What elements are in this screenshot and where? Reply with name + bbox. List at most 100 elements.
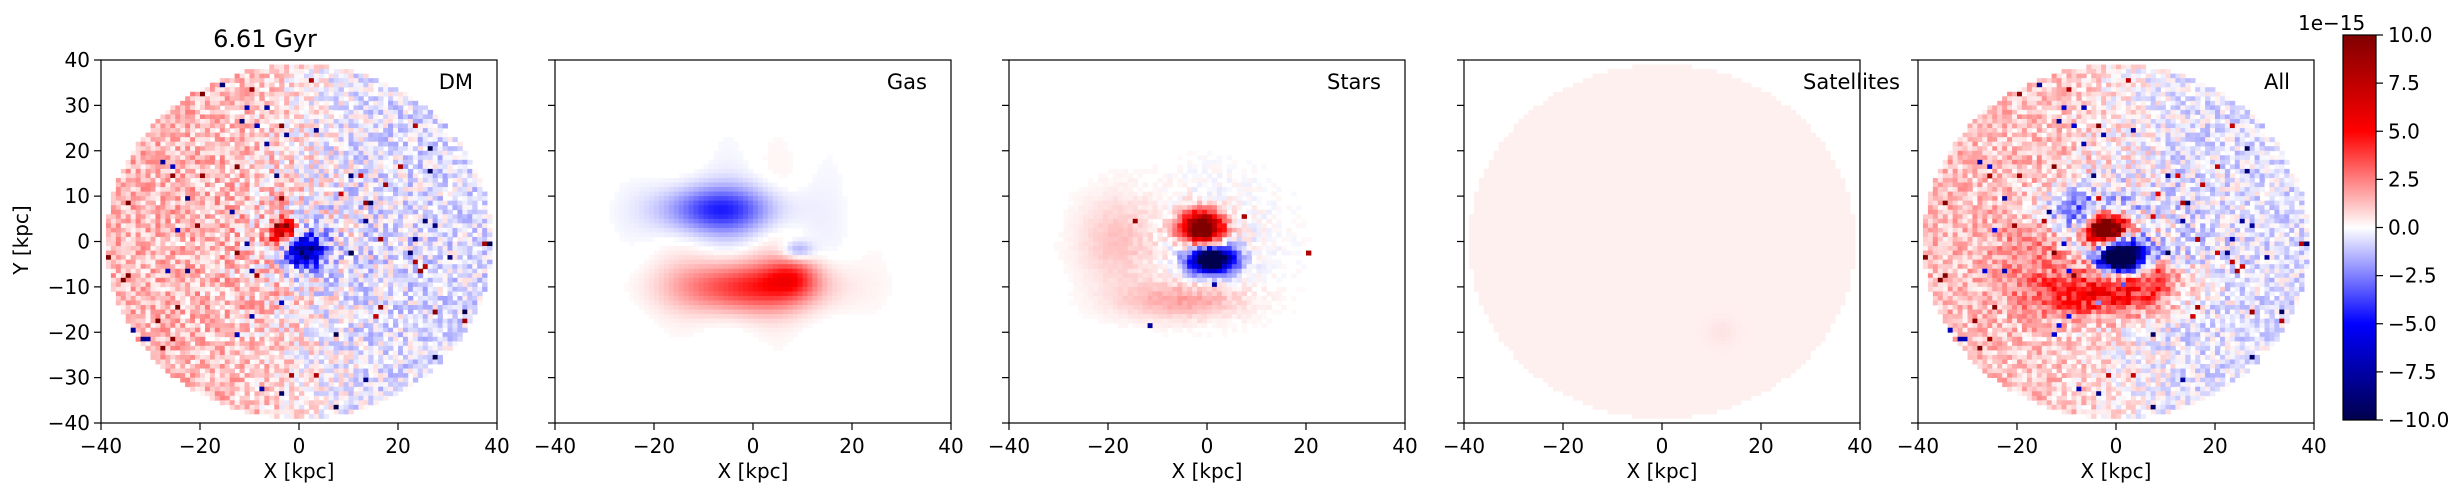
heatmap-cell <box>353 345 359 351</box>
heatmap-cell <box>422 318 429 324</box>
heatmap-cell <box>378 146 384 152</box>
heatmap-cell <box>269 255 275 261</box>
heatmap-cell <box>383 241 389 247</box>
heatmap-cell <box>378 277 384 283</box>
heatmap-cell <box>289 377 295 383</box>
heatmap-cell <box>688 246 694 251</box>
heatmap-cell <box>393 364 399 369</box>
heatmap-cell <box>200 318 206 324</box>
heatmap-cell <box>427 295 434 301</box>
heatmap-cell <box>383 118 389 124</box>
heatmap-cell <box>289 87 295 93</box>
heatmap-cell <box>427 250 434 256</box>
heatmap-cell <box>378 137 384 143</box>
heatmap-cell <box>477 196 483 202</box>
heatmap-cell <box>452 291 458 297</box>
heatmap-cell <box>457 177 463 183</box>
heatmap-cell <box>338 409 344 415</box>
heatmap-cell <box>313 318 320 324</box>
heatmap-cell <box>239 309 245 315</box>
heatmap-cell <box>155 205 161 211</box>
heatmap-cell <box>249 236 255 242</box>
heatmap-cell <box>383 327 389 333</box>
heatmap-cell <box>313 250 320 256</box>
heatmap-cell <box>249 354 255 360</box>
heatmap-cell <box>284 323 290 329</box>
heatmap-cell <box>328 382 335 388</box>
heatmap-cell <box>654 282 660 288</box>
heatmap-cell <box>214 282 221 288</box>
heatmap-cell <box>180 164 186 170</box>
heatmap-cell <box>224 105 231 111</box>
heatmap-cell <box>388 123 394 129</box>
heatmap-cell <box>447 209 453 215</box>
heatmap-cell <box>333 200 339 206</box>
heatmap-cell <box>130 318 137 324</box>
heatmap-cell <box>303 377 310 383</box>
heatmap-cell <box>698 273 704 279</box>
heatmap-cell <box>373 146 379 152</box>
heatmap-cell <box>417 345 424 351</box>
heatmap-cell <box>353 177 359 183</box>
heatmap-cell <box>105 232 112 238</box>
heatmap-cell <box>120 232 127 238</box>
heatmap-cell <box>477 177 483 183</box>
heatmap-cell <box>663 218 670 224</box>
heatmap-cell <box>234 286 240 292</box>
heatmap-cell <box>140 246 146 251</box>
heatmap-cell <box>437 214 443 220</box>
heatmap-cell <box>115 286 122 292</box>
heatmap-cell <box>673 205 680 211</box>
heatmap-cell <box>629 291 635 297</box>
heatmap-cell <box>204 227 211 233</box>
heatmap-cell <box>348 91 354 97</box>
heatmap-cell <box>338 196 344 202</box>
heatmap-cell <box>398 382 404 388</box>
heatmap-cell <box>125 241 132 247</box>
heatmap-cell <box>698 282 704 288</box>
heatmap-cell <box>190 137 196 143</box>
heatmap-cell <box>195 382 201 388</box>
heatmap-cell <box>284 69 290 75</box>
heatmap-cell <box>214 345 221 351</box>
heatmap-cell <box>398 209 404 215</box>
heatmap-cell <box>249 250 255 256</box>
heatmap-cell <box>348 246 354 251</box>
heatmap-cell <box>299 141 305 147</box>
heatmap-cell <box>658 273 665 279</box>
heatmap-cell <box>417 273 424 279</box>
heatmap-cell <box>323 413 330 419</box>
heatmap-cell <box>135 227 141 233</box>
heatmap-cell <box>234 246 240 251</box>
heatmap-cell <box>279 91 285 97</box>
heatmap-cell <box>358 300 364 306</box>
heatmap-cell <box>224 187 231 192</box>
heatmap-cell <box>432 246 438 251</box>
heatmap-cell <box>110 264 117 270</box>
heatmap-cell <box>328 223 335 229</box>
heatmap-cell <box>333 368 339 374</box>
heatmap-cell <box>249 282 255 288</box>
heatmap-cell <box>442 187 448 192</box>
heatmap-cell <box>398 377 404 383</box>
heatmap-cell <box>185 132 191 138</box>
heatmap-cell <box>328 91 335 97</box>
heatmap-cell <box>269 246 275 251</box>
heatmap-cell <box>259 232 265 238</box>
heatmap-cell <box>190 236 196 242</box>
heatmap-cell <box>333 400 339 406</box>
heatmap-cell <box>398 345 404 351</box>
heatmap-cell <box>333 218 339 224</box>
heatmap-cell <box>289 354 295 360</box>
heatmap-cell <box>437 191 443 197</box>
heatmap-cell <box>229 87 236 93</box>
heatmap-cell <box>294 300 300 306</box>
heatmap-cell <box>259 255 265 261</box>
heatmap-cell <box>105 241 112 247</box>
heatmap-cell <box>219 295 226 301</box>
heatmap-cell <box>229 368 236 374</box>
heatmap-cell <box>353 159 359 165</box>
heatmap-cell <box>224 200 231 206</box>
heatmap-cell <box>698 227 704 233</box>
heatmap-cell <box>422 368 429 374</box>
